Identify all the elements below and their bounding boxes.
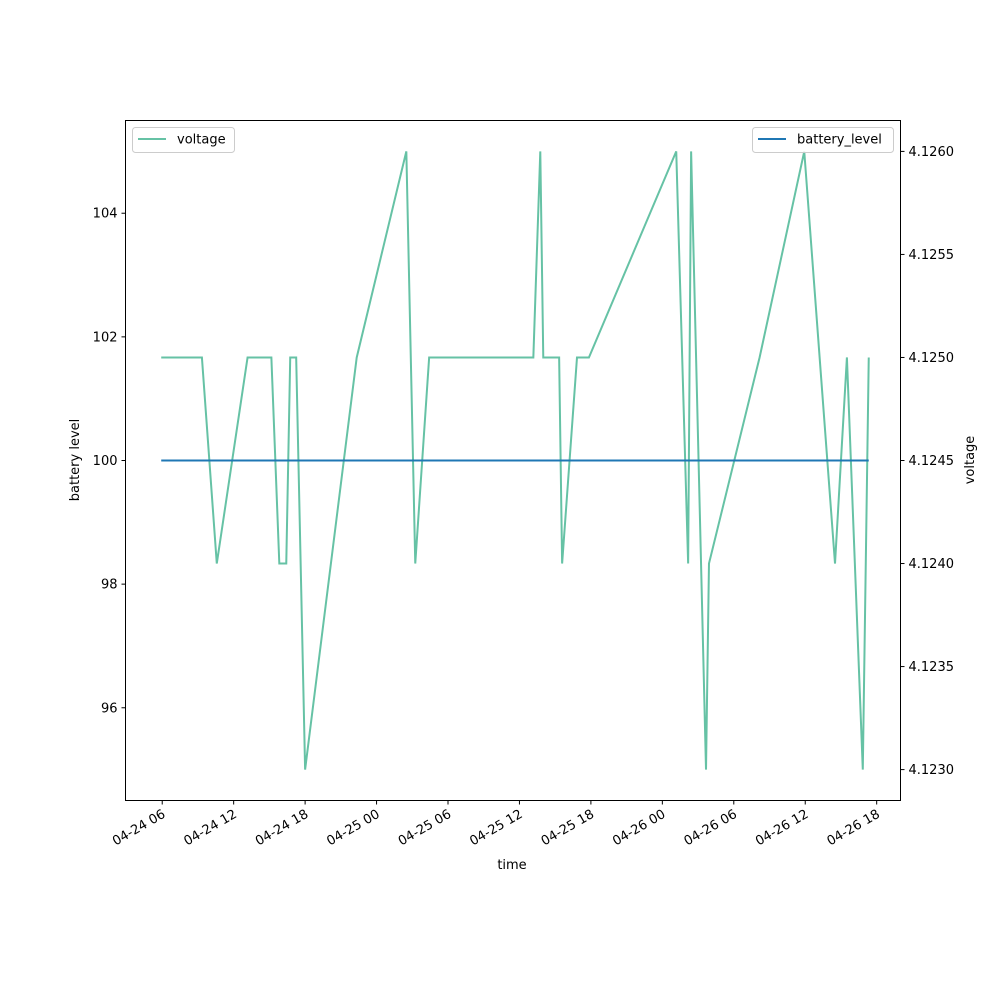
y-left-tick-label: 102 — [93, 330, 118, 345]
legend-voltage: voltage — [132, 127, 235, 153]
y-left-tick-label: 100 — [93, 454, 118, 469]
y-right-tick-label: 4.1240 — [909, 557, 955, 572]
series-line-voltage — [161, 151, 870, 770]
y-left-tick-label: 104 — [93, 207, 118, 222]
y-axis-left: 96 98 100 102 104 — [93, 207, 126, 716]
y-right-tick-label: 4.1255 — [909, 248, 955, 263]
y-axis-left-title: battery level — [68, 419, 83, 502]
legend-battery-box — [752, 127, 894, 153]
series-layer — [161, 151, 870, 770]
y-axis-right: 4.1230 4.1235 4.1240 4.1245 4.1250 4.1255 4.12… — [900, 145, 955, 778]
legend-battery-label: battery_level — [797, 133, 882, 148]
y-left-tick-label: 98 — [101, 578, 118, 593]
y-right-tick-label: 4.1230 — [909, 763, 955, 778]
legend-voltage-box — [132, 127, 235, 153]
y-right-tick-label: 4.1260 — [909, 145, 955, 160]
legend-battery: battery_level — [752, 127, 894, 153]
y-right-tick-label: 4.1245 — [909, 454, 955, 469]
y-right-tick-label: 4.1250 — [909, 351, 955, 366]
y-right-tick-label: 4.1235 — [909, 660, 955, 675]
y-left-tick-label: 96 — [101, 701, 118, 716]
y-axis-right-title: voltage — [963, 436, 978, 485]
x-axis-title: time — [497, 858, 526, 873]
legend-voltage-label: voltage — [177, 133, 226, 148]
